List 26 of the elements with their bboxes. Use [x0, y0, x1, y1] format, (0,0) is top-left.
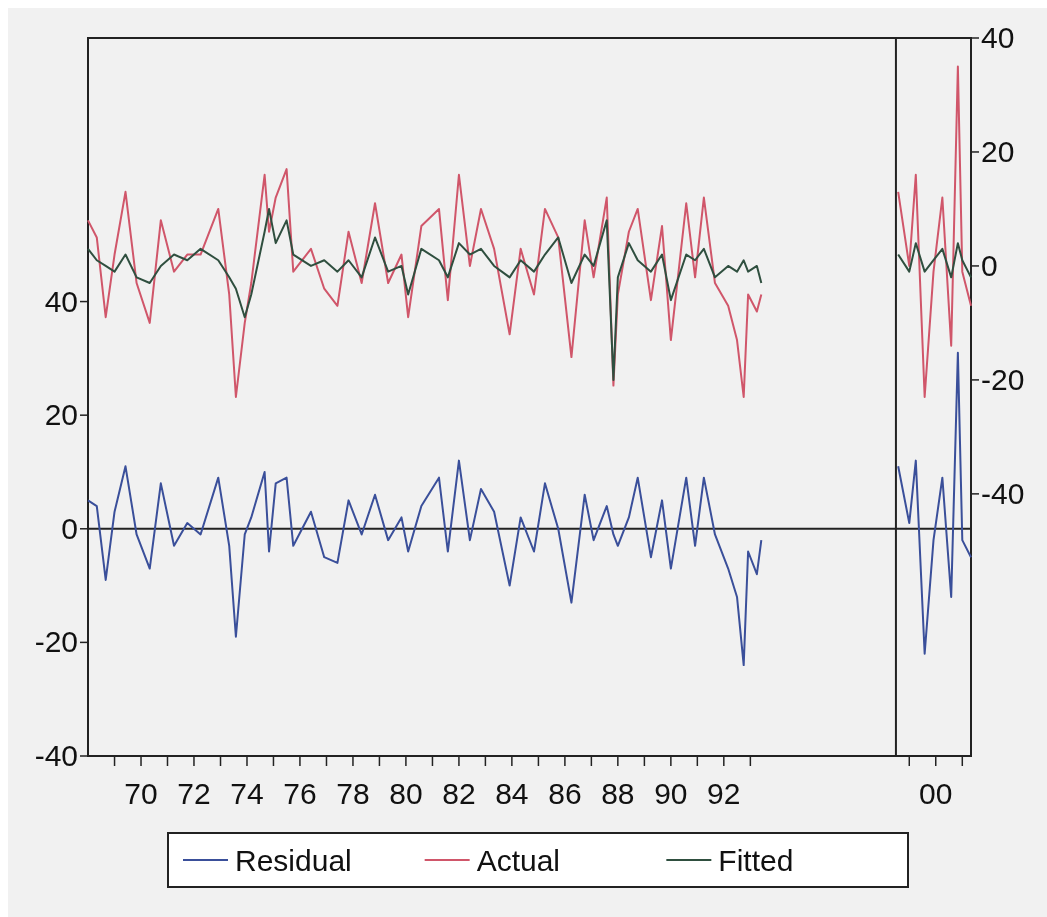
x-tick-label: 86: [548, 777, 582, 810]
y-tick-label: -20: [34, 625, 78, 659]
x-tick-label: 90: [654, 777, 688, 810]
x-tick-label: 82: [442, 777, 476, 810]
x-tick-label: 78: [336, 777, 370, 810]
legend-label: Actual: [476, 844, 561, 877]
y2-tick-label: 20: [981, 134, 1015, 168]
x-tick-label: 92: [707, 777, 741, 810]
x-tick-label: 74: [230, 777, 264, 810]
y-tick-label: 20: [44, 398, 78, 432]
y-tick-label: 40: [44, 284, 78, 318]
x-tick-label: 88: [601, 777, 635, 810]
legend-label: Residual: [235, 844, 352, 877]
y2-tick-label: -40: [981, 476, 1025, 510]
y-tick-label: -40: [34, 739, 78, 772]
x-tick-label: 84: [495, 777, 529, 810]
y-tick-label: 0: [61, 511, 78, 545]
x-tick-label: 72: [177, 777, 211, 810]
x-tick-label: 80: [389, 777, 423, 810]
x-tick-label: 70: [124, 777, 158, 810]
legend-label: Fitted: [718, 844, 794, 877]
y2-tick-label: 40: [981, 21, 1015, 54]
x-tick-label: 76: [283, 777, 317, 810]
y2-tick-label: 0: [981, 248, 998, 282]
x-tick-label: 00: [919, 777, 953, 810]
y2-tick-label: -20: [981, 362, 1025, 396]
